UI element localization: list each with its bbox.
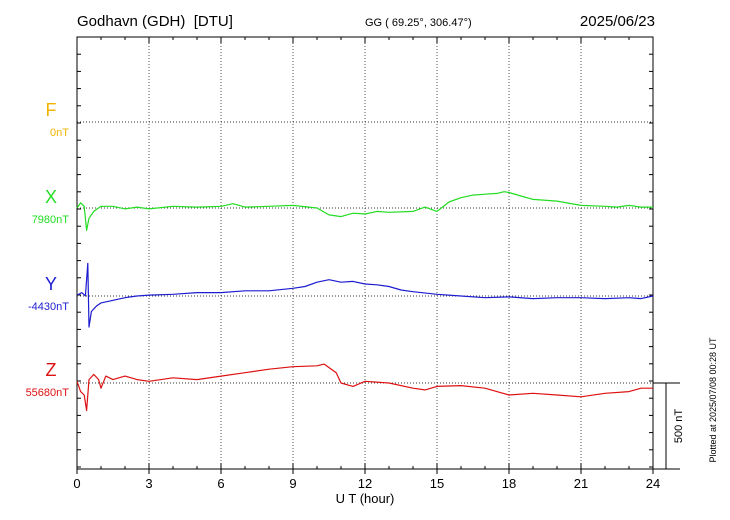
x-tick-label: 21 — [574, 476, 588, 491]
x-axis-label: U T (hour) — [336, 491, 395, 506]
series-labels: F 0nT X 7980nT Y -4430nT Z 55680nT — [26, 100, 70, 399]
series-name-y: Y — [45, 274, 57, 294]
x-tick-labels: 0 3 6 9 12 15 18 21 24 — [73, 476, 660, 491]
series-line-y — [76, 262, 654, 328]
series-lines — [76, 191, 654, 412]
baseline-lines — [77, 121, 653, 384]
series-baseline-y: -4430nT — [28, 301, 69, 313]
series-line-z — [76, 363, 653, 412]
x-tick-label: 15 — [430, 476, 444, 491]
series-baseline-f: 0nT — [50, 127, 69, 139]
chart-title: Godhavn (GDH) [DTU] — [77, 13, 233, 30]
series-line-x — [76, 191, 653, 231]
x-tick-label: 24 — [646, 476, 660, 491]
station-coordinates: GG ( 69.25°, 306.47°) — [365, 17, 472, 29]
x-tick-label: 3 — [145, 476, 152, 491]
x-tick-label: 9 — [289, 476, 296, 491]
chart-date: 2025/06/23 — [580, 13, 655, 30]
grid-lines — [148, 37, 582, 469]
x-tick-label: 0 — [73, 476, 80, 491]
scale-bar-label: 500 nT — [673, 409, 685, 444]
plotted-timestamp: Plotted at 2025/07/08 00:28 UT — [708, 337, 718, 463]
x-tick-label: 6 — [217, 476, 224, 491]
x-tick-label: 18 — [502, 476, 516, 491]
scale-bar: 500 nT — [653, 382, 685, 470]
series-name-f: F — [46, 100, 57, 120]
series-baseline-z: 55680nT — [26, 387, 70, 399]
series-name-z: Z — [46, 360, 57, 380]
x-tick-label: 12 — [358, 476, 372, 491]
series-name-x: X — [45, 187, 57, 207]
axis-ticks — [76, 37, 654, 474]
series-baseline-x: 7980nT — [32, 214, 70, 226]
